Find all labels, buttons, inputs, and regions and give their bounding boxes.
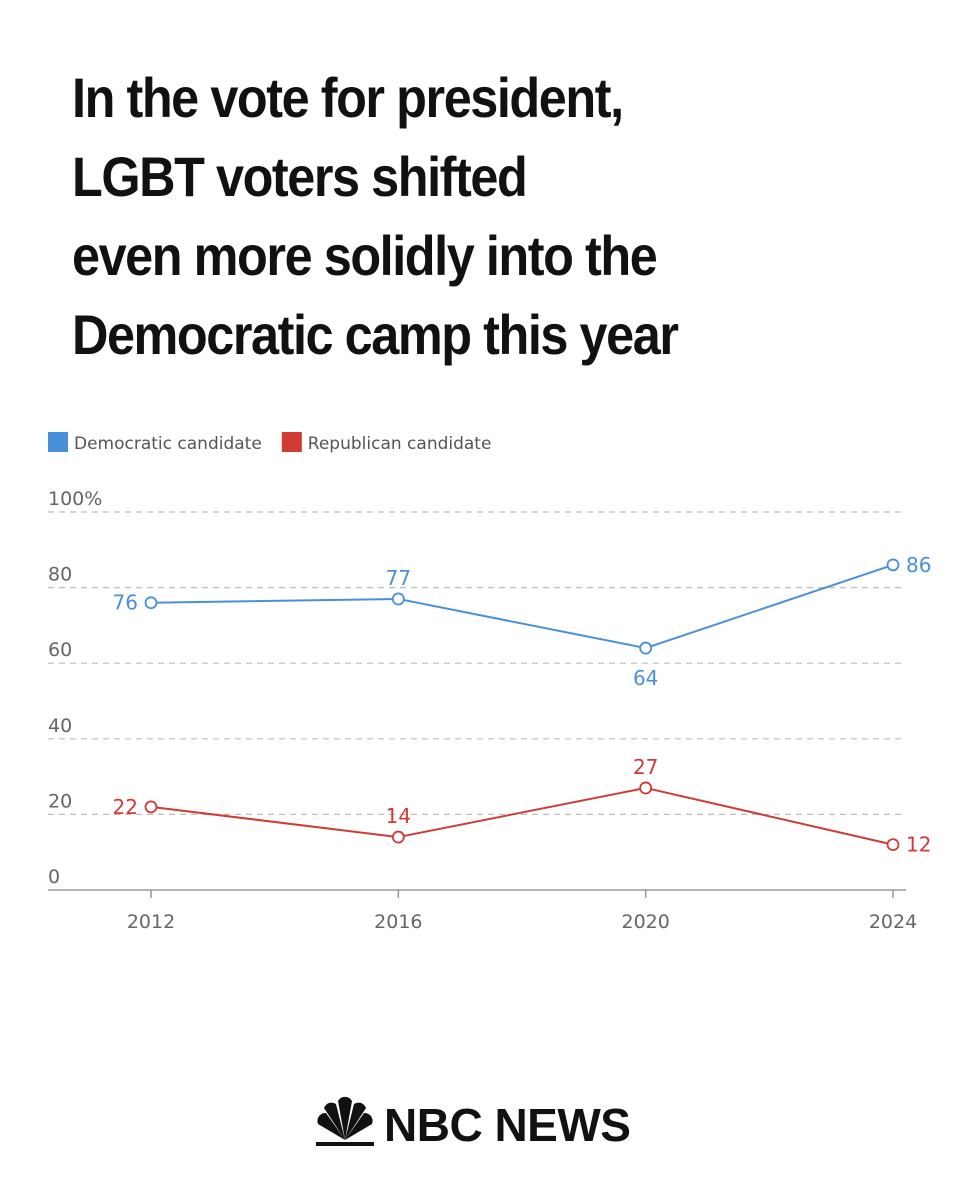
data-point-republican-candidate-2012	[144, 800, 158, 814]
legend-label-democratic-candidate: Democratic candidate	[74, 434, 262, 454]
data-point-republican-candidate-2016	[391, 830, 405, 844]
chart-grid	[48, 511, 906, 816]
data-label-democratic-candidate-2012: 76	[113, 591, 138, 615]
y-axis: 0 20 40 60 80 100%	[48, 488, 102, 888]
data-point-democratic-candidate-2012	[144, 596, 158, 610]
data-point-democratic-candidate-2024	[886, 558, 900, 572]
x-tick-label-2012: 2012	[127, 911, 175, 933]
series-line-democratic-candidate	[150, 563, 894, 650]
peacock-icon	[316, 1096, 374, 1146]
data-label-republican-candidate-2016: 14	[386, 804, 411, 828]
line-chart: Democratic candidate Republican candidate…	[48, 432, 932, 933]
data-point-republican-candidate-2020	[639, 781, 653, 795]
data-point-democratic-candidate-2016	[391, 592, 405, 606]
headline-line-2: LGBT voters shifted	[72, 145, 528, 208]
data-label-democratic-candidate-2024: 86	[906, 553, 931, 577]
data-labels: 76 77 64 86 22 14 27 12	[113, 553, 932, 857]
legend-swatch-republican-candidate	[281, 432, 302, 452]
data-point-democratic-candidate-2020	[639, 641, 653, 655]
series-line-republican-candidate	[150, 786, 894, 846]
data-label-democratic-candidate-2016: 77	[386, 566, 411, 590]
legend-label-republican-candidate: Republican candidate	[308, 434, 492, 454]
y-tick-label-60: 60	[48, 639, 72, 661]
data-label-democratic-candidate-2020: 64	[633, 666, 658, 690]
headline: In the vote for president, LGBT voters s…	[72, 58, 846, 374]
x-tick-label-2016: 2016	[374, 911, 422, 933]
x-tick-label-2024: 2024	[869, 911, 917, 933]
chart-legend: Democratic candidate Republican candidate	[48, 432, 491, 454]
data-point-republican-candidate-2024	[886, 838, 900, 852]
data-label-republican-candidate-2024: 12	[906, 833, 931, 857]
y-tick-label-0: 0	[48, 866, 60, 888]
brand-name: NBC NEWS	[384, 1099, 631, 1151]
data-label-republican-candidate-2020: 27	[633, 755, 658, 779]
y-tick-label-80: 80	[48, 564, 72, 586]
x-axis: 2012 2016 2020 2024	[48, 889, 917, 933]
y-tick-label-20: 20	[48, 790, 72, 812]
headline-line-1: In the vote for president,	[72, 66, 624, 129]
legend-swatch-democratic-candidate	[48, 432, 68, 452]
nbc-news-logo: NBC NEWS	[312, 1096, 672, 1152]
y-tick-label-40: 40	[48, 715, 72, 737]
x-tick-label-2020: 2020	[621, 911, 669, 933]
data-label-republican-candidate-2012: 22	[113, 795, 138, 819]
headline-line-4: Democratic camp this year	[72, 303, 679, 366]
chart-series	[144, 558, 900, 852]
headline-line-3: even more solidly into the	[72, 224, 658, 287]
y-tick-label-100: 100%	[48, 488, 102, 510]
